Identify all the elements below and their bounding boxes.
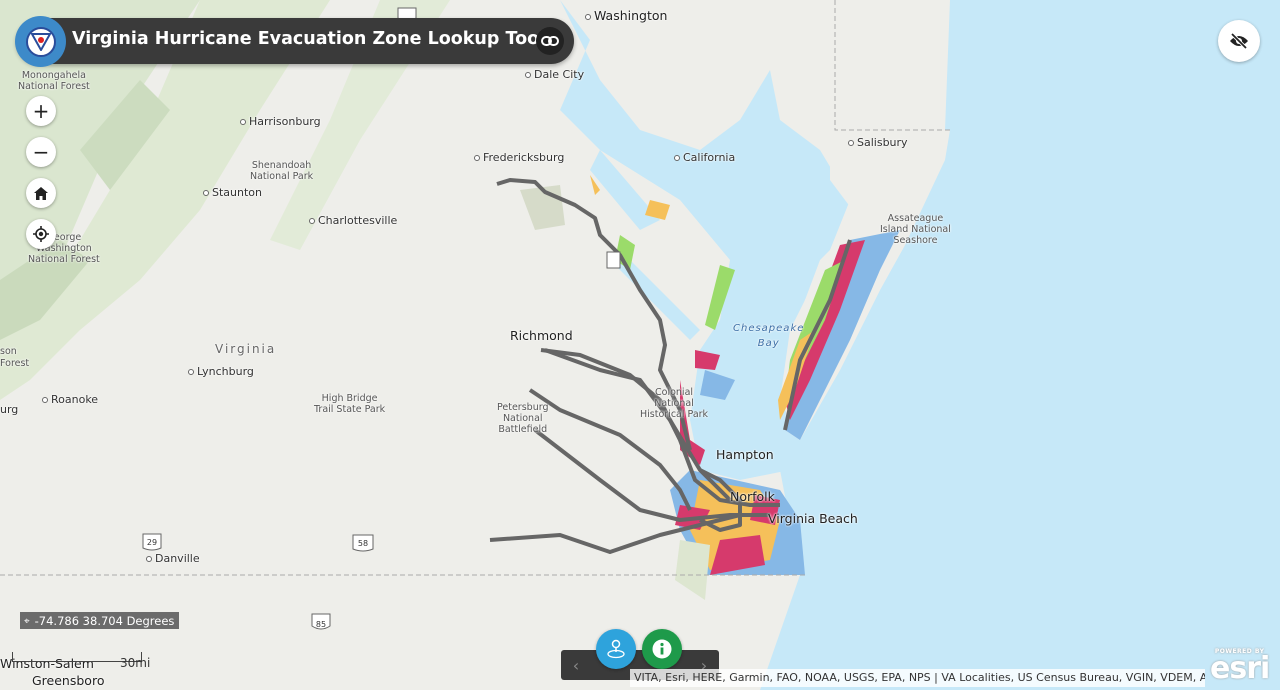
- info-button[interactable]: [642, 629, 682, 669]
- app-title: Virginia Hurricane Evacuation Zone Looku…: [72, 29, 546, 49]
- previous-button[interactable]: ‹: [561, 650, 591, 680]
- label-george-washington: George Washington National Forest: [28, 232, 100, 265]
- label-forest: Forest: [0, 358, 30, 369]
- label-danville: Danville: [146, 552, 200, 565]
- label-chesapeake-bay: Chesapeake Bay: [733, 323, 805, 349]
- chevron-right-icon: ›: [700, 655, 708, 675]
- shield-85: 85: [316, 620, 326, 629]
- label-assateague: Assateague Island National Seashore: [880, 213, 951, 246]
- toggle-visibility-button[interactable]: [1218, 20, 1260, 62]
- label-lynchburg: Lynchburg: [188, 365, 254, 378]
- home-button[interactable]: [26, 178, 56, 208]
- label-winston-salem: Winston-Salem: [0, 656, 94, 671]
- scale-bar: [12, 652, 142, 662]
- label-salisbury: Salisbury: [848, 136, 908, 149]
- plus-icon: +: [32, 99, 50, 123]
- label-roanoke: Roanoke: [42, 393, 98, 406]
- zone-lookup-button[interactable]: [596, 629, 636, 669]
- label-hampton: Hampton: [716, 447, 774, 462]
- label-fredericksburg: Fredericksburg: [474, 151, 564, 164]
- label-california: California: [674, 151, 735, 164]
- info-icon: [652, 639, 672, 659]
- zoom-out-button[interactable]: −: [26, 137, 56, 167]
- label-greensboro: Greensboro: [32, 673, 105, 688]
- label-staunton: Staunton: [203, 186, 262, 199]
- map-pin-icon: [607, 639, 625, 659]
- crosshair-icon: ⌖: [24, 615, 30, 627]
- eye-off-icon: [1230, 33, 1248, 49]
- vdem-logo: [15, 16, 66, 67]
- label-charlottesville: Charlottesville: [309, 214, 397, 227]
- minus-icon: −: [32, 140, 50, 164]
- label-urg: urg: [0, 403, 19, 416]
- share-link-button[interactable]: [536, 27, 564, 55]
- label-virginia: Virginia: [215, 342, 277, 356]
- shield-58: 58: [358, 539, 368, 548]
- label-dale-city: Dale City: [525, 68, 584, 81]
- home-icon: [34, 186, 48, 200]
- coordinate-readout[interactable]: ⌖ -74.786 38.704 Degrees: [20, 612, 180, 629]
- locate-button[interactable]: [26, 219, 56, 249]
- label-son: son: [0, 346, 17, 357]
- link-icon: [541, 36, 559, 46]
- shield-29: 29: [147, 538, 157, 547]
- label-harrisonburg: Harrisonburg: [240, 115, 321, 128]
- label-petersburg: Petersburg National Battlefield: [497, 402, 549, 435]
- chevron-left-icon: ‹: [572, 655, 580, 675]
- label-high-bridge: High Bridge Trail State Park: [314, 393, 386, 415]
- scale-label: 30mi: [120, 656, 151, 670]
- esri-logo[interactable]: POWERED BY esri: [1210, 648, 1270, 686]
- label-washington: Washington: [585, 8, 667, 23]
- label-virginia-beach: Virginia Beach: [768, 511, 858, 526]
- label-richmond: Richmond: [510, 328, 573, 343]
- zoom-in-button[interactable]: +: [26, 96, 56, 126]
- locate-icon: [33, 226, 49, 242]
- label-norfolk: Norfolk: [730, 489, 775, 504]
- attribution[interactable]: VITA, Esri, HERE, Garmin, FAO, NOAA, USG…: [630, 669, 1205, 687]
- label-monongahela: Monongahela National Forest: [18, 70, 90, 92]
- label-shenandoah: Shenandoah National Park: [250, 160, 314, 182]
- title-bar: [16, 18, 574, 64]
- next-button[interactable]: ›: [689, 650, 719, 680]
- evacuation-routes: [489, 178, 852, 554]
- label-colonial: Colonial National Historical Park: [640, 387, 709, 420]
